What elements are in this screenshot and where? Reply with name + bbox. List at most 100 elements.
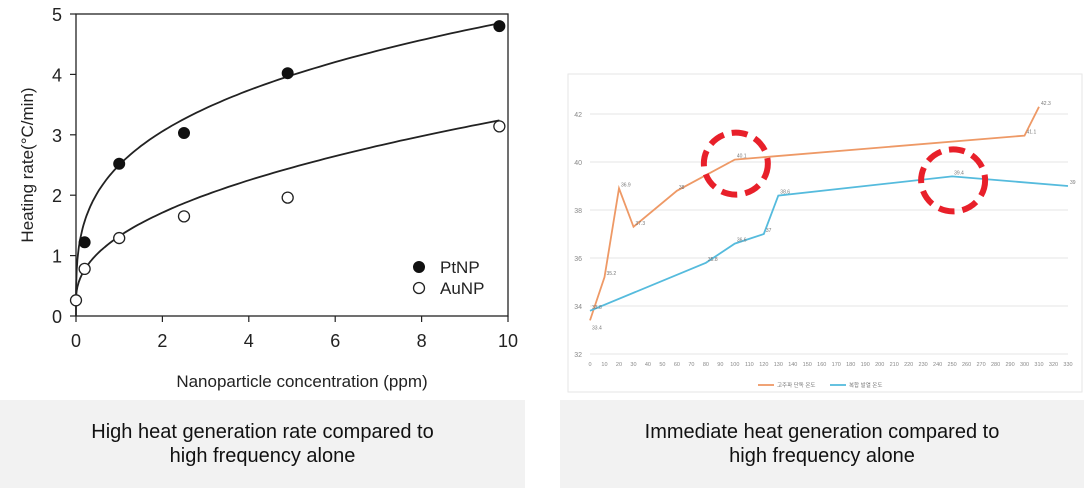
data-label: 41.1 — [1027, 130, 1037, 136]
aunp-point — [281, 191, 294, 204]
x-tick-label: 260 — [962, 362, 971, 368]
y-tick-label: 40 — [574, 160, 582, 167]
aunp-point — [69, 294, 83, 307]
data-label: 36.6 — [737, 238, 747, 244]
ptnp-point — [281, 67, 294, 80]
series-line-2 — [589, 175, 1069, 312]
data-label: 38 — [679, 185, 685, 191]
x-tick-label: 4 — [244, 331, 254, 351]
data-label: 40.1 — [737, 154, 747, 160]
right-caption: Immediate heat generation compared to hi… — [560, 400, 1084, 488]
data-label: 33.8 — [592, 305, 602, 311]
data-label: 37.3 — [635, 221, 645, 227]
aunp-point — [177, 210, 191, 223]
legend-aunp-label: AuNP — [440, 279, 484, 298]
plot-frame — [75, 13, 509, 317]
legend-ptnp-label: PtNP — [440, 258, 480, 277]
x-tick-label: 200 — [875, 362, 884, 368]
x-tick-label: 10 — [498, 331, 518, 351]
x-axis-label: Nanoparticle concentration (ppm) — [176, 372, 427, 391]
x-tick-label: 330 — [1063, 362, 1072, 368]
x-tick-label: 0 — [71, 331, 81, 351]
data-label: 35.8 — [708, 257, 718, 263]
x-tick-label: 170 — [832, 362, 841, 368]
data-label: 35.2 — [606, 271, 616, 277]
y-tick-label: 38 — [574, 208, 582, 215]
ptnp-point — [493, 20, 506, 33]
x-tick-label: 220 — [904, 362, 913, 368]
left-caption-line-2: high frequency alone — [169, 445, 356, 467]
legend-ptnp-marker — [413, 261, 425, 273]
y-tick-label: 0 — [52, 307, 62, 327]
x-tick-label: 110 — [745, 362, 754, 368]
y-tick-label: 34 — [574, 304, 582, 311]
x-tick-label: 80 — [703, 362, 709, 368]
legend-label-2: 복합 발열 온도 — [849, 381, 882, 389]
x-tick-label: 120 — [759, 362, 768, 368]
temperature-time-chart: 32 34 36 38 40 42 0 10 20 30 40 50 60 70 80 90 100 110 120… — [567, 73, 1083, 393]
y-tick-label: 32 — [574, 352, 582, 359]
x-tick-label: 100 — [730, 362, 739, 368]
legend-aunp-marker — [412, 281, 426, 295]
x-tick-label: 60 — [674, 362, 680, 368]
x-tick-label: 6 — [330, 331, 340, 351]
aunp-point — [78, 262, 91, 276]
x-tick-label: 8 — [417, 331, 427, 351]
data-label: 39 — [1070, 180, 1076, 186]
aunp-point — [113, 231, 126, 245]
ptnp-point — [78, 236, 91, 249]
x-tick-label: 310 — [1034, 362, 1043, 368]
y-tick-label: 3 — [52, 126, 62, 146]
x-tick-label: 300 — [1020, 362, 1029, 368]
x-tick-label: 240 — [933, 362, 942, 368]
y-tick-label: 2 — [52, 186, 62, 206]
x-tick-label: 70 — [688, 362, 694, 368]
x-tick-label: 40 — [645, 362, 651, 368]
y-tick-label: 42 — [574, 112, 582, 119]
aunp-point — [493, 120, 506, 133]
y-tick-label: 4 — [52, 65, 62, 85]
data-label: 38.6 — [780, 190, 790, 196]
x-tick-label: 140 — [788, 362, 797, 368]
left-caption: High heat generation rate compared to hi… — [0, 400, 525, 488]
x-tick-label: 250 — [948, 362, 957, 368]
chart-border — [567, 73, 1083, 393]
data-label: 37 — [766, 228, 772, 234]
ptnp-point — [178, 126, 190, 139]
x-tick-label: 150 — [803, 362, 812, 368]
highlight-circle — [918, 146, 989, 215]
data-label: 39.4 — [954, 170, 964, 176]
data-label: 42.3 — [1041, 101, 1051, 107]
x-tick-label: 2 — [157, 331, 167, 351]
x-tick-label: 280 — [991, 362, 1000, 368]
right-caption-line-2: high frequency alone — [729, 445, 915, 467]
x-tick-label: 190 — [861, 362, 870, 368]
y-tick-label: 5 — [52, 5, 62, 25]
series-line-1 — [589, 106, 1040, 321]
data-label: 36.9 — [621, 182, 631, 188]
y-axis-label: Heating rate(°C/min) — [18, 87, 37, 242]
data-label: 33.4 — [592, 325, 602, 331]
x-tick-label: 20 — [616, 362, 622, 368]
x-tick-label: 160 — [817, 362, 826, 368]
highlight-circle — [700, 129, 771, 198]
x-tick-label: 30 — [630, 362, 636, 368]
x-tick-label: 50 — [659, 362, 665, 368]
x-tick-label: 270 — [976, 362, 985, 368]
x-tick-label: 10 — [601, 362, 607, 368]
x-tick-label: 210 — [890, 362, 899, 368]
x-tick-label: 320 — [1049, 362, 1058, 368]
x-tick-label: 180 — [846, 362, 855, 368]
x-tick-label: 130 — [774, 362, 783, 368]
x-tick-label: 90 — [717, 362, 723, 368]
heating-rate-chart: 0 2 4 6 8 10 0 1 2 3 4 5 Nanoparticle concentration … — [18, 5, 518, 391]
x-tick-label: 230 — [919, 362, 928, 368]
y-tick-label: 1 — [52, 247, 62, 267]
x-tick-label: 290 — [1005, 362, 1014, 368]
left-caption-line-1: High heat generation rate compared to — [91, 421, 434, 443]
ptnp-point — [113, 157, 126, 170]
right-caption-line-1: Immediate heat generation compared to — [644, 421, 1000, 443]
y-tick-label: 36 — [574, 256, 582, 263]
legend-label-1: 고주파 단독 온도 — [777, 381, 815, 389]
x-tick-label: 0 — [588, 362, 591, 368]
